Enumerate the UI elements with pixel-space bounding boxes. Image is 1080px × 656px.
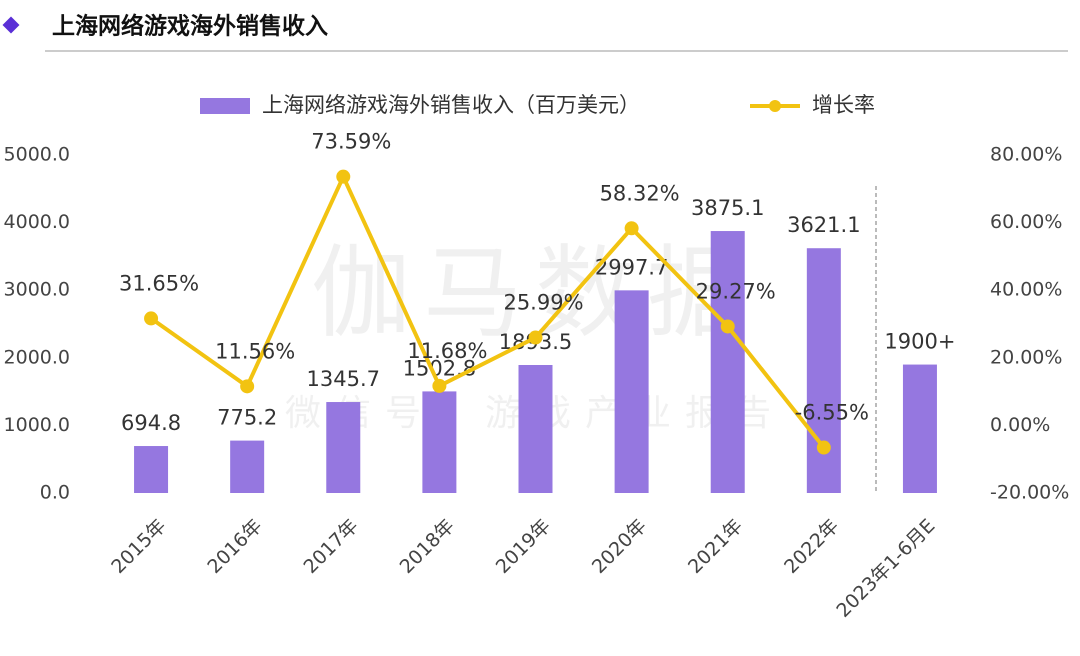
line-value-label: 11.68% bbox=[407, 339, 487, 363]
title-marker bbox=[2, 16, 20, 34]
x-tick-label: 2022年 bbox=[780, 515, 843, 578]
y2-tick-label: 40.00% bbox=[990, 279, 1062, 301]
y-tick-label: 3000.0 bbox=[4, 279, 70, 301]
x-tick-label: 2020年 bbox=[588, 515, 651, 578]
y-tick-label: 5000.0 bbox=[4, 144, 70, 166]
growth-line bbox=[149, 174, 826, 449]
bar-value-label: 1502.8 bbox=[403, 356, 476, 380]
growth-point bbox=[432, 378, 447, 393]
growth-point bbox=[240, 379, 255, 394]
line-value-label: 31.65% bbox=[119, 271, 199, 295]
x-tick-label: 2018年 bbox=[396, 515, 459, 578]
bar bbox=[230, 440, 265, 493]
legend-dot bbox=[769, 100, 781, 112]
x-tick-label: 2019年 bbox=[492, 515, 555, 578]
bar-value-label: 2997.7 bbox=[595, 255, 668, 279]
y-tick-label: 4000.0 bbox=[4, 211, 70, 233]
line-value-label: 11.56% bbox=[215, 339, 295, 363]
growth-point bbox=[720, 319, 735, 334]
line-value-label: 58.32% bbox=[600, 181, 680, 205]
bar bbox=[806, 248, 841, 493]
bar-value-label: 694.8 bbox=[121, 411, 181, 435]
bar bbox=[326, 402, 361, 493]
line-value-label: 73.59% bbox=[311, 130, 391, 154]
x-tick-label: 2021年 bbox=[684, 515, 747, 578]
bar bbox=[902, 364, 937, 493]
bar-value-label: 1900+ bbox=[884, 330, 955, 354]
growth-point bbox=[528, 330, 543, 345]
line-value-label: 29.27% bbox=[696, 279, 776, 303]
line-value-label: 25.99% bbox=[503, 291, 583, 315]
growth-point bbox=[624, 221, 639, 236]
legend-label: 上海网络游戏海外销售收入（百万美元） bbox=[262, 93, 640, 117]
y-tick-label: 1000.0 bbox=[4, 414, 70, 436]
bar-value-label: 775.2 bbox=[217, 406, 277, 430]
bar bbox=[614, 290, 649, 493]
bar-value-label: 3621.1 bbox=[787, 213, 860, 237]
bar bbox=[710, 231, 745, 493]
y2-tick-label: 20.00% bbox=[990, 346, 1062, 368]
legend-label: 增长率 bbox=[812, 93, 875, 117]
bar-value-label: 3875.1 bbox=[691, 196, 764, 220]
legend-swatch bbox=[200, 98, 250, 114]
x-tick-label: 2016年 bbox=[203, 515, 266, 578]
growth-point bbox=[336, 169, 351, 184]
y2-tick-label: 80.00% bbox=[990, 144, 1062, 166]
growth-point bbox=[816, 440, 831, 455]
bar bbox=[134, 446, 169, 493]
y2-tick-label: 0.00% bbox=[990, 414, 1050, 436]
page-title: 上海网络游戏海外销售收入 bbox=[52, 13, 328, 40]
x-tick-label: 2015年 bbox=[107, 515, 170, 578]
bar bbox=[422, 391, 457, 493]
y-tick-label: 0.0 bbox=[40, 482, 70, 504]
y2-tick-label: 60.00% bbox=[990, 211, 1062, 233]
bar-value-label: 1345.7 bbox=[307, 367, 380, 391]
bar bbox=[518, 364, 553, 493]
x-tick-label: 2023年1-6月E bbox=[832, 515, 939, 622]
line-value-label: -6.55% bbox=[795, 401, 869, 425]
watermark: 伽马数据 bbox=[311, 234, 759, 351]
y2-tick-label: -20.00% bbox=[990, 482, 1069, 504]
x-tick-label: 2017年 bbox=[300, 515, 363, 578]
y-tick-label: 2000.0 bbox=[4, 346, 70, 368]
growth-point bbox=[144, 311, 159, 326]
